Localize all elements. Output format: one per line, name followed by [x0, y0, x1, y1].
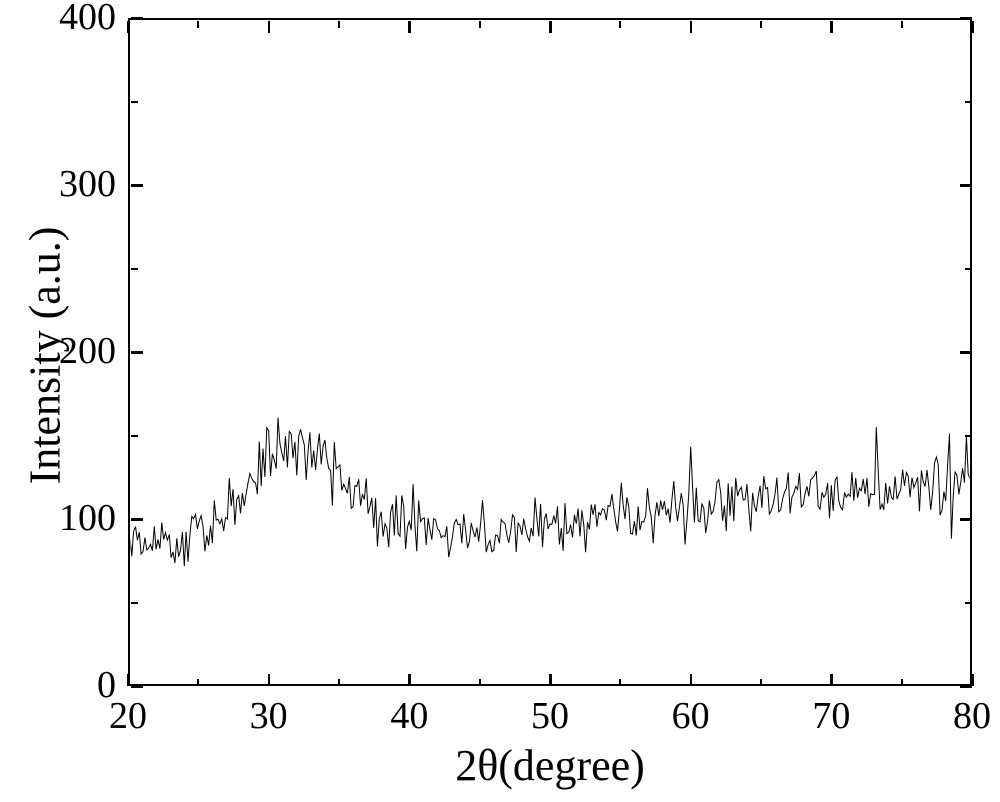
y-tick-label: 400	[36, 0, 116, 39]
y-tick-label: 200	[36, 329, 116, 373]
xrd-chart: Intensity (a.u.) 2θ(degree) 010020030040…	[0, 0, 1000, 802]
x-tick-label: 20	[98, 694, 158, 738]
y-tick-label: 100	[36, 496, 116, 540]
xrd-pattern-line	[128, 18, 972, 686]
xrd-data-path	[128, 418, 972, 566]
x-tick-label: 30	[239, 694, 299, 738]
y-tick-label: 300	[36, 162, 116, 206]
x-tick-label: 70	[801, 694, 861, 738]
x-axis-label: 2θ(degree)	[430, 740, 670, 791]
x-tick-label: 80	[942, 694, 1000, 738]
x-tick-label: 40	[379, 694, 439, 738]
x-tick-label: 50	[520, 694, 580, 738]
x-tick-label: 60	[661, 694, 721, 738]
